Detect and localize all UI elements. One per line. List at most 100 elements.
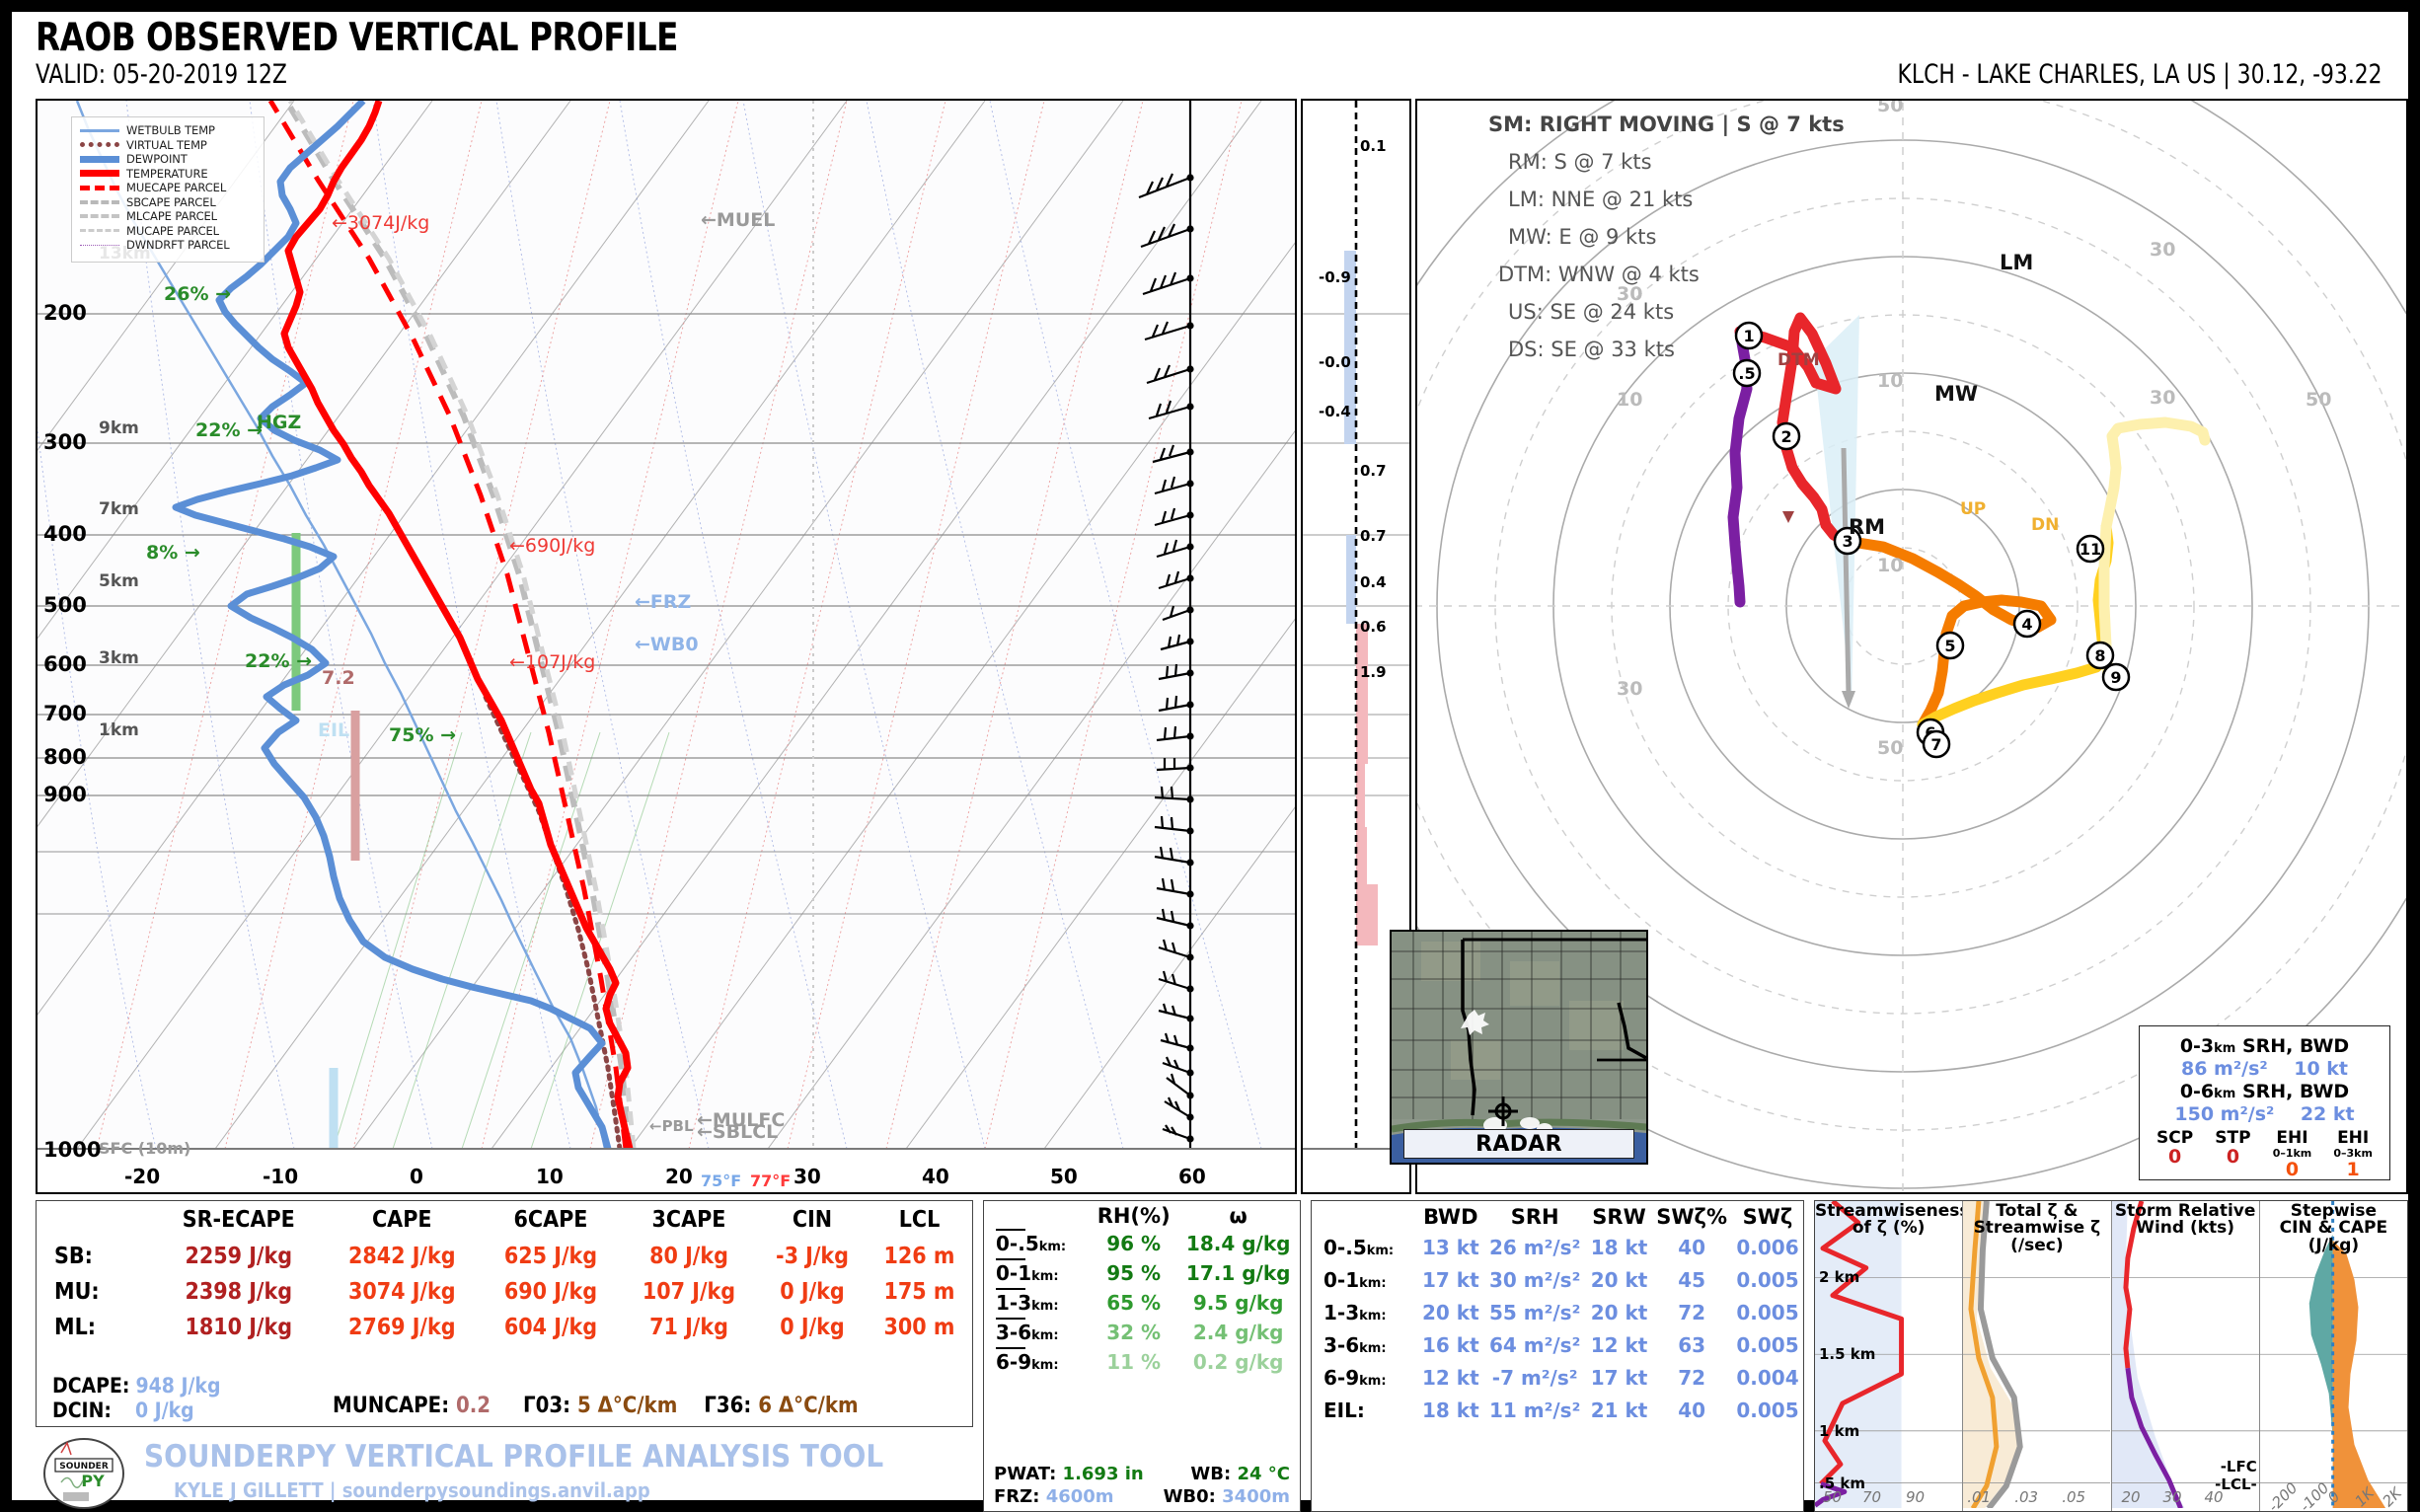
strip-stepwise-cin-cape: Stepwise CIN & CAPE (J/kg) -200 -100 0 1K …: [2259, 1201, 2407, 1511]
rh-label-22b: 22% →: [245, 650, 313, 672]
strip-0-hgt-1km: 1 km: [1819, 1422, 1860, 1440]
ring-label-10a: 10: [1877, 370, 1904, 392]
mulfc-label: ←MULFC: [697, 1109, 786, 1131]
legend-label: MUCAPE PARCEL: [126, 223, 219, 238]
ring-label-10c: 10: [1877, 555, 1904, 576]
legend-swatch-virtualtemp: [80, 142, 119, 148]
kin-row-4-swz: 0.004: [1736, 1365, 1799, 1390]
moisture-col-0: [984, 1201, 1091, 1229]
sfc-label: SFC (10m): [99, 1139, 191, 1158]
storm-motion-sm: SM: RIGHT MOVING | S @ 7 kts: [1488, 113, 1845, 136]
legend-swatch-muecape: [80, 185, 119, 190]
thermo-col-lcl: LCL: [898, 1207, 941, 1233]
storm-motion-rm: RM: S @ 7 kts: [1508, 150, 1652, 174]
radar-inset[interactable]: RADAR UNAVAILABLE: [1390, 930, 1648, 1165]
storm-motion-us: US: SE @ 24 kts: [1508, 300, 1675, 324]
legend-label: TEMPERATURE: [126, 166, 208, 181]
thermo-mu-srecape: 2398 J/kg: [185, 1279, 293, 1305]
pressure-tick-200: 200: [43, 301, 87, 325]
strip-0-hgt-05km: .5 km: [1819, 1474, 1865, 1492]
kin-row-5-srw: 21 kt: [1590, 1398, 1648, 1422]
omega-value-2: -0.0: [1319, 353, 1351, 371]
thermo-grid: SR-ECAPE CAPE 6CAPE 3CAPE CIN LCL SB: 22…: [37, 1205, 972, 1345]
total-zeta-chart: [1963, 1201, 2111, 1509]
thermo-sb-cin: -3 J/kg: [775, 1244, 849, 1269]
table-row: 0-.5km: 13 kt 26 m²/s² 18 kt 40 0.006: [1312, 1231, 1803, 1263]
muncape-label: MUNCAPE:: [333, 1394, 450, 1418]
ring-label-30a: 30: [2150, 387, 2176, 409]
muel-label: ←MUEL: [701, 209, 776, 231]
moisture-col-omega: ω: [1229, 1204, 1248, 1228]
legend-item: WETBULB TEMP: [80, 123, 256, 138]
temp-tick-10: 10: [536, 1165, 564, 1188]
thermo-header-row: SR-ECAPE CAPE 6CAPE 3CAPE CIN LCL: [37, 1205, 972, 1239]
legend-item: TEMPERATURE: [80, 167, 256, 182]
kin-row-2-bwd: 20 kt: [1421, 1300, 1479, 1324]
moisture-row-2-mix: 9.5 g/kg: [1192, 1291, 1284, 1315]
rh-label-22a: 22% →: [195, 419, 264, 441]
hodo-marker-rm: RM: [1849, 515, 1886, 539]
kin-row-2-srh: 55 m²/s²: [1488, 1300, 1581, 1324]
omega-value-0: 0.1: [1360, 137, 1387, 155]
srh-row-0-values: 86 m²/s² 10 kt: [2181, 1058, 2348, 1080]
omega-value-4: 0.7: [1360, 462, 1387, 480]
kin-row-5-swz: 0.005: [1736, 1398, 1799, 1422]
sounderpy-logo: SOUNDER PY: [43, 1438, 124, 1509]
thermo-sb-6cape: 625 J/kg: [503, 1244, 598, 1269]
moisture-row-0-label: 0-.5km:: [984, 1229, 1091, 1258]
kin-row-4-label: 6-9km:: [1323, 1365, 1387, 1390]
skewt-panel[interactable]: WETBULB TEMP VIRTUAL TEMP DEWPOINT TEMPE…: [36, 99, 1297, 1194]
kin-row-3-srw: 12 kt: [1590, 1332, 1648, 1357]
kin-row-1-srw: 20 kt: [1590, 1267, 1648, 1292]
storm-motion-mw: MW: E @ 9 kts: [1508, 225, 1657, 249]
kin-row-2-swz: 0.005: [1736, 1300, 1799, 1324]
moisture-header-row: RH(%) ω: [984, 1201, 1300, 1229]
thermo-ml-cape: 2769 J/kg: [347, 1315, 456, 1340]
pressure-tick-700: 700: [43, 702, 87, 725]
moisture-row-2-label: 1-3km:: [984, 1288, 1091, 1318]
rh-label-75: 75% →: [389, 724, 457, 746]
kin-row-2-label: 1-3km:: [1323, 1300, 1387, 1324]
moisture-row-4-rh: 11 %: [1106, 1350, 1162, 1374]
thermo-sb-cape: 2842 J/kg: [347, 1244, 456, 1269]
kin-row-3-label: 3-6km:: [1323, 1332, 1387, 1357]
strip-3-title: Stepwise CIN & CAPE (J/kg): [2279, 1201, 2388, 1255]
hodo-marker-mw: MW: [1934, 382, 1979, 406]
kin-row-2-srw: 20 kt: [1590, 1300, 1648, 1324]
legend-label: VIRTUAL TEMP: [126, 137, 207, 152]
storm-motion-lm: LM: NNE @ 21 kts: [1508, 188, 1694, 211]
kin-row-3-swz: 0.005: [1736, 1332, 1799, 1357]
ring-label-50a: 50: [1877, 737, 1904, 759]
height-tick-5km: 5km: [99, 571, 139, 591]
strip-streamwiseness: Streamwiseness of ζ (%) 2 km 1.5 km 1 km …: [1815, 1201, 1964, 1511]
legend-item: DWNDRFT PARCEL: [80, 238, 256, 253]
table-row: ML: 1810 J/kg 2769 J/kg 604 J/kg 71 J/kg…: [37, 1310, 972, 1345]
kin-col-swzpct: SWζ%: [1656, 1205, 1728, 1229]
thermo-mu-cin: 0 J/kg: [780, 1279, 845, 1305]
legend-item: VIRTUAL TEMP: [80, 138, 256, 153]
kin-row-0-bwd: 13 kt: [1421, 1235, 1479, 1259]
kinematics-table: BWD SRH SRW SWζ% SWζ 0-.5km: 13 kt 26 m²…: [1311, 1200, 1804, 1512]
wb0-label: ←WB0: [635, 634, 699, 655]
legend-swatch-temperature: [80, 170, 119, 178]
hodo-marker-up: UP: [1960, 499, 1987, 519]
strip-2-lcl-marker: -LCL-: [2215, 1475, 2257, 1493]
branding[interactable]: SOUNDER PY SOUNDERPY VERTICAL PROFILE AN…: [36, 1435, 973, 1512]
moisture-row-2-rh: 65 %: [1106, 1291, 1162, 1315]
srh-row-1-values: 150 m²/s² 22 kt: [2174, 1103, 2355, 1125]
svg-text:1: 1: [1743, 327, 1754, 345]
radar-banner: RADAR UNAVAILABLE: [1403, 1129, 1634, 1163]
thermo-mu-lcl: 175 m: [883, 1279, 955, 1305]
index-stp: STP 0: [2215, 1128, 2251, 1168]
table-row: 1-3km: 65 % 9.5 g/kg: [984, 1288, 1300, 1318]
kin-col-srh: SRH: [1510, 1205, 1559, 1229]
svg-text:7: 7: [1930, 735, 1941, 754]
temp-tick-30: 30: [794, 1165, 821, 1188]
station-info: KLCH - LAKE CHARLES, LA US | 30.12, -93.…: [1897, 59, 2382, 90]
svg-text:3: 3: [1842, 532, 1853, 551]
thermo-ml-6cape: 604 J/kg: [503, 1315, 598, 1340]
cin-cape-chart: [2259, 1201, 2407, 1509]
cape-label-3km: ←107J/kg: [509, 651, 596, 673]
dcape-line: DCAPE: 948 J/kg: [52, 1374, 221, 1398]
rh-label-26: 26% →: [164, 283, 232, 305]
